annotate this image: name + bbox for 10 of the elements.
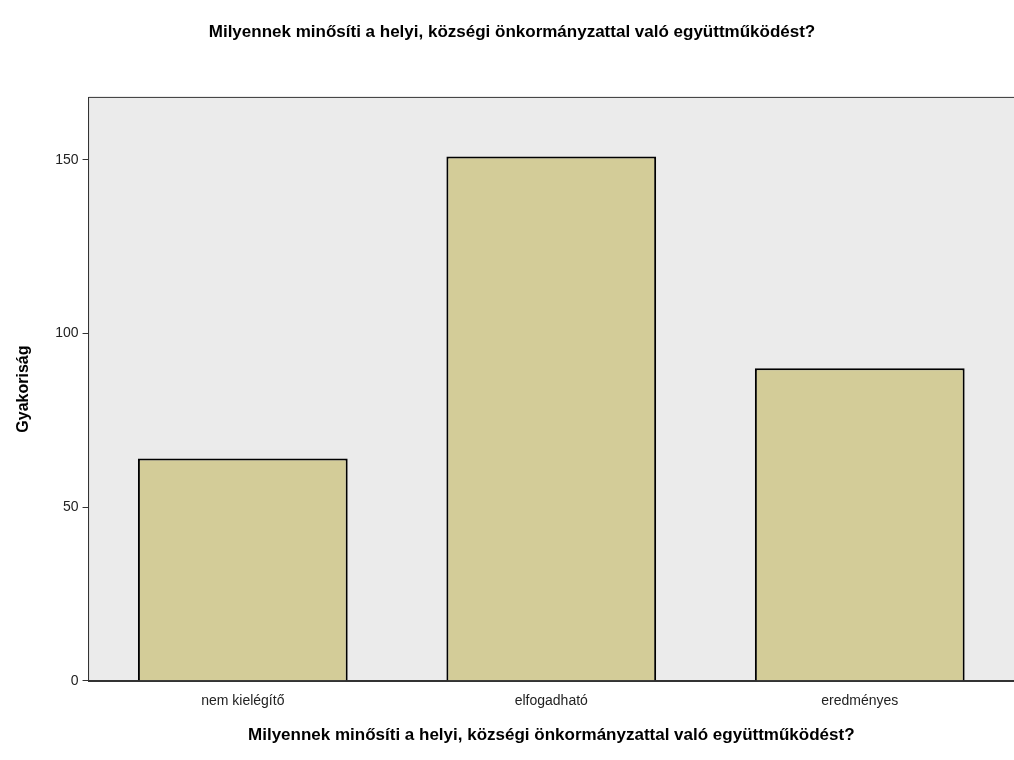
x-tick-label: elfogadható — [514, 692, 589, 709]
y-tick-label: 50 — [62, 498, 79, 515]
chart-title: Milyennek minősíti a helyi, községi önkormányzattal való együttműködést? — [208, 21, 816, 41]
x-tick-label: nem kielégítő — [201, 692, 285, 709]
y-axis-title: Gyakoriság — [14, 345, 32, 433]
y-tick-label: 0 — [70, 671, 79, 688]
y-tick-label: 150 — [55, 150, 79, 167]
x-axis-title: Milyennek minősíti a helyi, községi önkormányzattal való együttműködést? — [248, 725, 855, 745]
x-tick-label: eredményes — [821, 692, 899, 709]
y-tick-label: 100 — [55, 324, 79, 341]
